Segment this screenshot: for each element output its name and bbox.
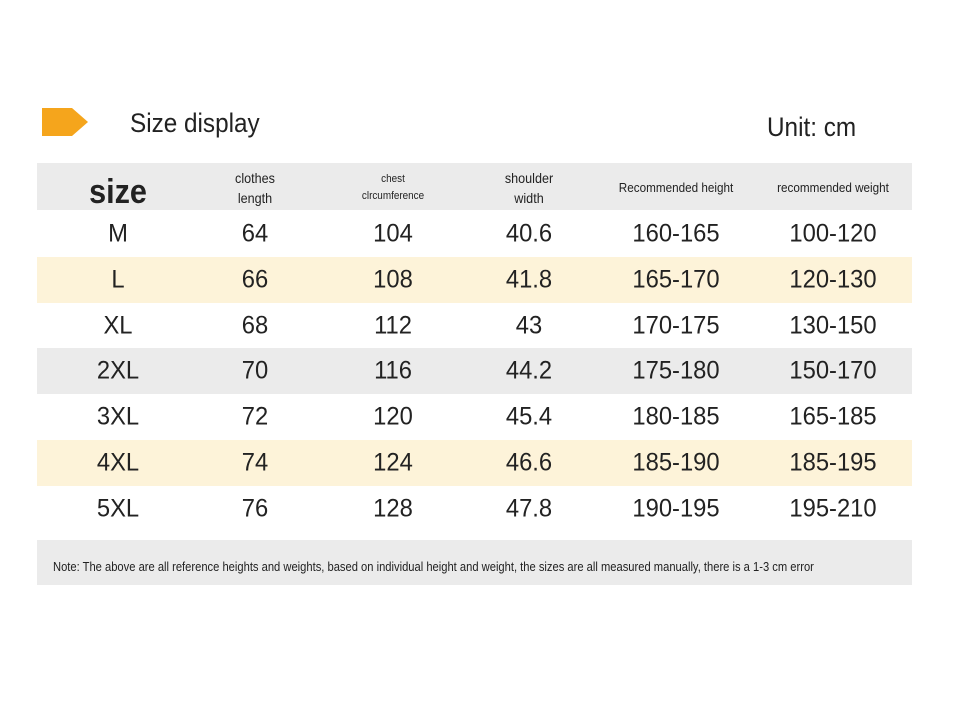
cell: 44.2 bbox=[505, 356, 553, 385]
cell: 150-170 bbox=[789, 356, 877, 385]
header-line: length bbox=[237, 190, 273, 206]
table-row bbox=[37, 256, 912, 303]
cell: 76 bbox=[241, 494, 269, 523]
cell: 175-180 bbox=[632, 356, 720, 385]
column-header: chest clrcumference bbox=[362, 171, 424, 205]
cell: 185-195 bbox=[789, 448, 877, 477]
cell: 4XL bbox=[96, 448, 140, 477]
table-row bbox=[37, 348, 912, 395]
cell: 66 bbox=[241, 265, 269, 294]
cell: 72 bbox=[241, 402, 269, 431]
header-line: recommended weight bbox=[777, 180, 889, 195]
cell: 112 bbox=[374, 311, 412, 340]
table-row bbox=[37, 485, 912, 532]
header-line: Recommended height bbox=[618, 180, 734, 195]
table-row bbox=[37, 394, 912, 440]
cell: 130-150 bbox=[789, 311, 877, 340]
cell: 120 bbox=[373, 402, 413, 431]
table-row bbox=[37, 302, 912, 349]
column-header: clothes length bbox=[235, 168, 275, 208]
cell: 46.6 bbox=[505, 448, 553, 477]
cell: L bbox=[111, 265, 125, 294]
cell: 195-210 bbox=[789, 494, 877, 523]
cell: 64 bbox=[241, 219, 269, 248]
cell: 41.8 bbox=[505, 265, 553, 294]
header-line: size bbox=[89, 173, 147, 211]
cell: 170-175 bbox=[632, 311, 720, 340]
cell: 165-185 bbox=[789, 402, 877, 431]
title: Size display bbox=[130, 108, 260, 138]
cell: 190-195 bbox=[632, 494, 720, 523]
cell: 124 bbox=[373, 448, 413, 477]
cell: 5XL bbox=[96, 494, 140, 523]
header-line: clrcumference bbox=[361, 190, 425, 202]
table-row bbox=[37, 440, 912, 486]
note: Note: The above are all reference height… bbox=[53, 559, 814, 574]
cell: 165-170 bbox=[632, 265, 720, 294]
cell: 180-185 bbox=[632, 402, 720, 431]
cell: 70 bbox=[241, 356, 269, 385]
cell: 108 bbox=[373, 265, 413, 294]
cell: 45.4 bbox=[505, 402, 553, 431]
note-box: Note: The above are all reference height… bbox=[37, 540, 912, 585]
cell: 68 bbox=[241, 311, 269, 340]
column-header: Recommended height bbox=[619, 178, 733, 198]
header-line: clothes bbox=[235, 170, 275, 186]
cell: 128 bbox=[373, 494, 413, 523]
cell: 47.8 bbox=[505, 494, 553, 523]
column-header: recommended weight bbox=[777, 178, 889, 198]
header-line: chest bbox=[381, 173, 405, 185]
column-header: shoulder width bbox=[505, 168, 553, 208]
cell: 2XL bbox=[96, 356, 140, 385]
cell: 100-120 bbox=[789, 219, 877, 248]
arrow-icon bbox=[42, 108, 88, 136]
cell: 185-190 bbox=[632, 448, 720, 477]
header-line: width bbox=[514, 190, 544, 206]
cell: M bbox=[108, 219, 128, 248]
cell: XL bbox=[103, 311, 133, 340]
column-header: size bbox=[89, 174, 147, 210]
cell: 3XL bbox=[96, 402, 140, 431]
header-line: shoulder bbox=[504, 170, 554, 186]
cell: 40.6 bbox=[505, 219, 553, 248]
cell: 120-130 bbox=[789, 265, 877, 294]
unit: Unit: cm bbox=[767, 112, 857, 142]
table-row bbox=[37, 211, 912, 257]
cell: 116 bbox=[374, 356, 412, 385]
header-row bbox=[37, 163, 912, 210]
cell: 74 bbox=[241, 448, 269, 477]
cell: 160-165 bbox=[632, 219, 720, 248]
cell: 104 bbox=[373, 219, 413, 248]
cell: 43 bbox=[515, 311, 543, 340]
